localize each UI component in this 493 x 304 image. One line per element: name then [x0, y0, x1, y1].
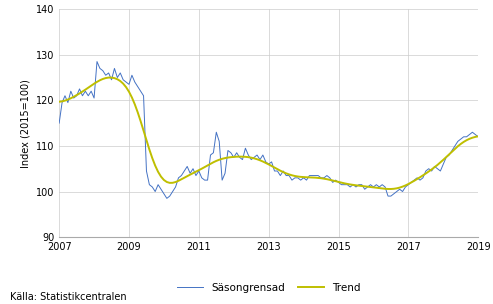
Trend [106, 76, 111, 79]
Text: Källa: Statistikcentralen: Källa: Statistikcentralen [10, 292, 127, 302]
Säsongrensad [394, 190, 400, 193]
Line: Trend: Trend [59, 78, 493, 189]
Trend [443, 155, 449, 159]
Trend [388, 187, 394, 191]
Säsongrensad [94, 60, 100, 64]
Trend [56, 100, 62, 104]
Säsongrensad [219, 178, 225, 182]
Legend: Säsongrensad, Trend: Säsongrensad, Trend [173, 279, 365, 297]
Trend [213, 159, 219, 163]
Säsongrensad [216, 140, 222, 143]
Trend [394, 187, 400, 190]
Säsongrensad [443, 156, 449, 159]
Säsongrensad [56, 121, 62, 125]
Säsongrensad [164, 197, 170, 200]
Säsongrensad [426, 167, 432, 171]
Trend [426, 170, 432, 173]
Trend [216, 158, 222, 161]
Säsongrensad [344, 183, 350, 187]
Line: Säsongrensad: Säsongrensad [59, 61, 493, 199]
Trend [341, 181, 347, 185]
Y-axis label: Index (2015=100): Index (2015=100) [20, 79, 30, 168]
